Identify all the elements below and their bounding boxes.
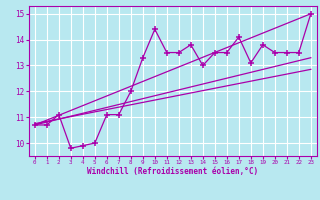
X-axis label: Windchill (Refroidissement éolien,°C): Windchill (Refroidissement éolien,°C)	[87, 167, 258, 176]
